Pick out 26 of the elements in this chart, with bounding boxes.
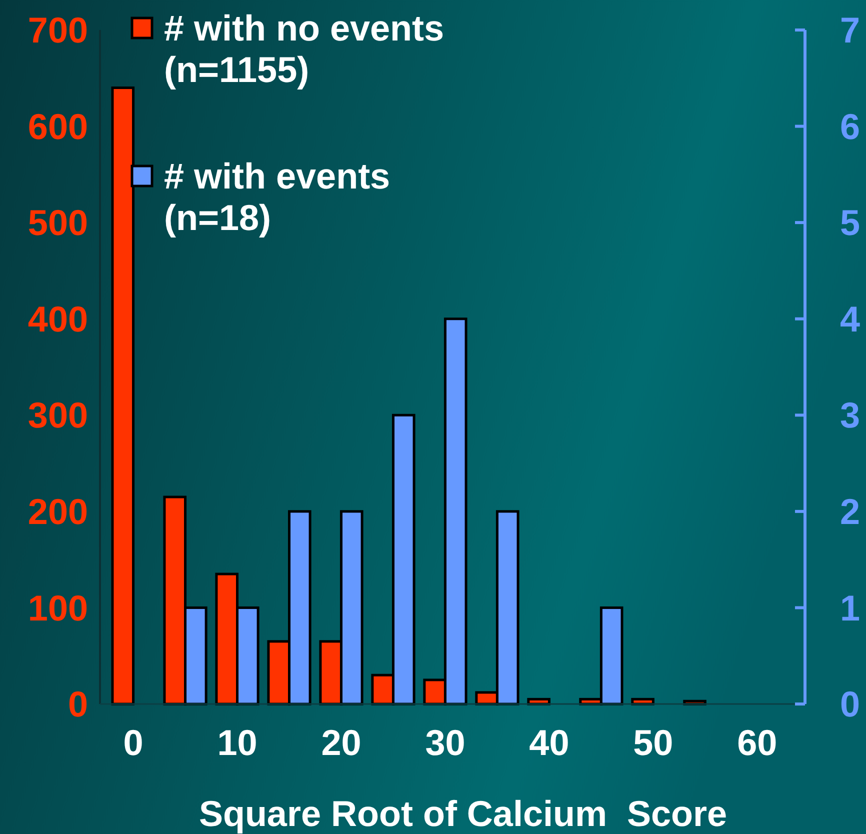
y-tick-label: 300 xyxy=(28,394,88,436)
x-tick-label: 60 xyxy=(737,722,778,763)
y2-tick-label: 1 xyxy=(840,587,860,628)
x-tick-label: 50 xyxy=(633,722,674,763)
x-tick-label: 20 xyxy=(321,722,362,763)
y2-tick-label: 6 xyxy=(840,106,860,147)
y2-tick-label: 7 xyxy=(840,10,860,51)
y-tick-label: 0 xyxy=(68,684,88,725)
x-tick-label: 10 xyxy=(217,722,258,763)
x-axis-title: Square Root of Calcium Score xyxy=(198,793,728,834)
y-tick-label: 500 xyxy=(28,202,88,244)
y-tick-label: 100 xyxy=(28,587,88,628)
y2-tick-label: 2 xyxy=(840,491,860,532)
y2-tick-label: 3 xyxy=(840,394,860,436)
y2-tick-label: 4 xyxy=(840,298,860,340)
legend-label: # with no events (n=1155) xyxy=(164,8,444,90)
y-tick-label: 600 xyxy=(28,106,88,147)
y2-tick-label: 0 xyxy=(840,684,860,725)
x-tick-label: 40 xyxy=(529,722,570,763)
legend-label: # with events (n=18) xyxy=(164,156,390,238)
y-tick-label: 200 xyxy=(28,491,88,532)
y-tick-label: 400 xyxy=(28,298,88,340)
y2-tick-label: 5 xyxy=(840,202,860,244)
y-tick-label: 700 xyxy=(28,10,88,51)
x-tick-label: 30 xyxy=(425,722,466,763)
x-tick-label: 0 xyxy=(123,722,144,763)
